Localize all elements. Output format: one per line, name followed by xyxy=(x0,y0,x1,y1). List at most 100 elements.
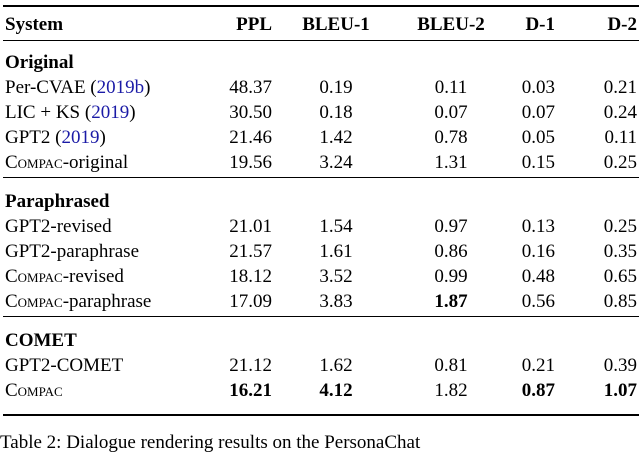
cell-d-2: 0.39 xyxy=(603,355,637,376)
table-row: Compac-paraphrase 17.09 3.83 1.87 0.56 0.85 xyxy=(0,289,640,314)
cell-d-2: 0.24 xyxy=(603,102,637,123)
table-caption: Table 2: Dialogue rendering results on t… xyxy=(0,432,421,453)
header-d2: D-2 xyxy=(607,14,637,35)
compac-label: Compac xyxy=(5,291,63,312)
system-name: Compac-revised xyxy=(5,264,124,289)
cell-bleu-2: 1.87 xyxy=(434,291,468,312)
system-suffix: ) xyxy=(144,77,151,98)
top-rule xyxy=(3,5,639,7)
system-label: GPT2 ( xyxy=(5,127,62,148)
table-row: Compac 16.21 4.12 1.82 0.87 1.07 xyxy=(0,378,640,403)
cell-bleu-1: 3.52 xyxy=(319,266,353,287)
system-label: GPT2-paraphrase xyxy=(5,241,140,262)
cell-bleu-2: 1.82 xyxy=(434,380,468,401)
cell-d-1: 0.48 xyxy=(521,266,555,287)
cell-ppl: 30.50 xyxy=(229,102,272,123)
cell-ppl: 19.56 xyxy=(229,152,272,173)
cell-d-2: 0.85 xyxy=(603,291,637,312)
cell-d-2: 1.07 xyxy=(603,380,637,401)
compac-label: Compac xyxy=(5,266,63,287)
header-rule xyxy=(3,40,639,41)
table-row: GPT2 (2019) 21.46 1.42 0.78 0.05 0.11 xyxy=(0,125,640,150)
section-title-text: Paraphrased xyxy=(5,191,110,212)
cell-bleu-2: 0.07 xyxy=(434,102,468,123)
cell-d-2: 0.25 xyxy=(603,216,637,237)
cell-bleu-2: 0.11 xyxy=(434,77,468,98)
compac-label: Compac xyxy=(5,152,63,173)
cell-ppl: 17.09 xyxy=(229,291,272,312)
system-name: Compac xyxy=(5,378,63,403)
system-label: LIC + KS ( xyxy=(5,102,92,123)
cell-bleu-1: 3.83 xyxy=(319,291,353,312)
cell-bleu-1: 1.42 xyxy=(319,127,353,148)
section-title: Paraphrased xyxy=(0,189,640,214)
header-system: System xyxy=(5,14,64,35)
table-row: Compac-original 19.56 3.24 1.31 0.15 0.25 xyxy=(0,150,640,175)
system-name: GPT2-revised xyxy=(5,214,112,239)
cell-ppl: 21.12 xyxy=(229,355,272,376)
cell-d-1: 0.05 xyxy=(521,127,555,148)
section-rule xyxy=(3,177,639,178)
cell-bleu-2: 0.78 xyxy=(434,127,468,148)
cell-ppl: 18.12 xyxy=(229,266,272,287)
system-suffix: -original xyxy=(62,152,129,173)
cell-d-1: 0.16 xyxy=(521,241,555,262)
citation-link[interactable]: 2019 xyxy=(91,102,130,123)
cell-d-2: 0.21 xyxy=(603,77,637,98)
system-suffix: ) xyxy=(99,127,106,148)
cell-bleu-2: 0.99 xyxy=(434,266,468,287)
system-suffix: -paraphrase xyxy=(62,291,152,312)
cell-bleu-1: 4.12 xyxy=(319,380,353,401)
cell-bleu-2: 0.97 xyxy=(434,216,468,237)
section-title-text: COMET xyxy=(5,330,77,351)
cell-d-2: 0.35 xyxy=(603,241,637,262)
cell-d-1: 0.56 xyxy=(521,291,555,312)
system-name: Compac-original xyxy=(5,150,128,175)
section-title: Original xyxy=(0,50,640,75)
system-label: GPT2-COMET xyxy=(5,355,124,376)
system-suffix: ) xyxy=(129,102,136,123)
header-d1: D-1 xyxy=(525,14,555,35)
cell-bleu-2: 0.81 xyxy=(434,355,468,376)
table-row: GPT2-revised 21.01 1.54 0.97 0.13 0.25 xyxy=(0,214,640,239)
table-row: Per-CVAE (2019b) 48.37 0.19 0.11 0.03 0.21 xyxy=(0,75,640,100)
cell-d-1: 0.03 xyxy=(521,77,555,98)
cell-bleu-1: 0.18 xyxy=(319,102,353,123)
system-name: Per-CVAE (2019b) xyxy=(5,75,150,100)
cell-d-1: 0.07 xyxy=(521,102,555,123)
cell-d-1: 0.15 xyxy=(521,152,555,173)
cell-bleu-1: 3.24 xyxy=(319,152,353,173)
cell-d-1: 0.87 xyxy=(521,380,555,401)
header-ppl: PPL xyxy=(236,14,272,35)
cell-d-2: 0.11 xyxy=(604,127,637,148)
citation-link[interactable]: 2019 xyxy=(61,127,100,148)
bottom-rule xyxy=(3,414,639,416)
header-row: System PPL BLEU-1 BLEU-2 D-1 D-2 xyxy=(0,12,640,37)
system-suffix: -revised xyxy=(62,266,124,287)
cell-bleu-1: 1.61 xyxy=(319,241,353,262)
cell-ppl: 21.46 xyxy=(229,127,272,148)
system-name: LIC + KS (2019) xyxy=(5,100,136,125)
system-name: Compac-paraphrase xyxy=(5,289,151,314)
table-row: GPT2-paraphrase 21.57 1.61 0.86 0.16 0.35 xyxy=(0,239,640,264)
table-row: GPT2-COMET 21.12 1.62 0.81 0.21 0.39 xyxy=(0,353,640,378)
system-label: Per-CVAE ( xyxy=(5,77,97,98)
table-row: Compac-revised 18.12 3.52 0.99 0.48 0.65 xyxy=(0,264,640,289)
cell-d-1: 0.13 xyxy=(521,216,555,237)
table-row: LIC + KS (2019) 30.50 0.18 0.07 0.07 0.24 xyxy=(0,100,640,125)
section-rule xyxy=(3,316,639,317)
cell-bleu-2: 0.86 xyxy=(434,241,468,262)
cell-ppl: 21.01 xyxy=(229,216,272,237)
cell-ppl: 16.21 xyxy=(229,380,272,401)
system-name: GPT2 (2019) xyxy=(5,125,106,150)
citation-link[interactable]: 2019b xyxy=(96,77,145,98)
cell-bleu-1: 1.62 xyxy=(319,355,353,376)
cell-d-2: 0.25 xyxy=(603,152,637,173)
cell-ppl: 48.37 xyxy=(229,77,272,98)
system-name: GPT2-COMET xyxy=(5,353,123,378)
cell-bleu-1: 0.19 xyxy=(319,77,353,98)
compac-label: Compac xyxy=(5,380,63,401)
header-bleu2: BLEU-2 xyxy=(417,14,485,35)
cell-bleu-1: 1.54 xyxy=(319,216,353,237)
section-title-text: Original xyxy=(5,52,74,73)
